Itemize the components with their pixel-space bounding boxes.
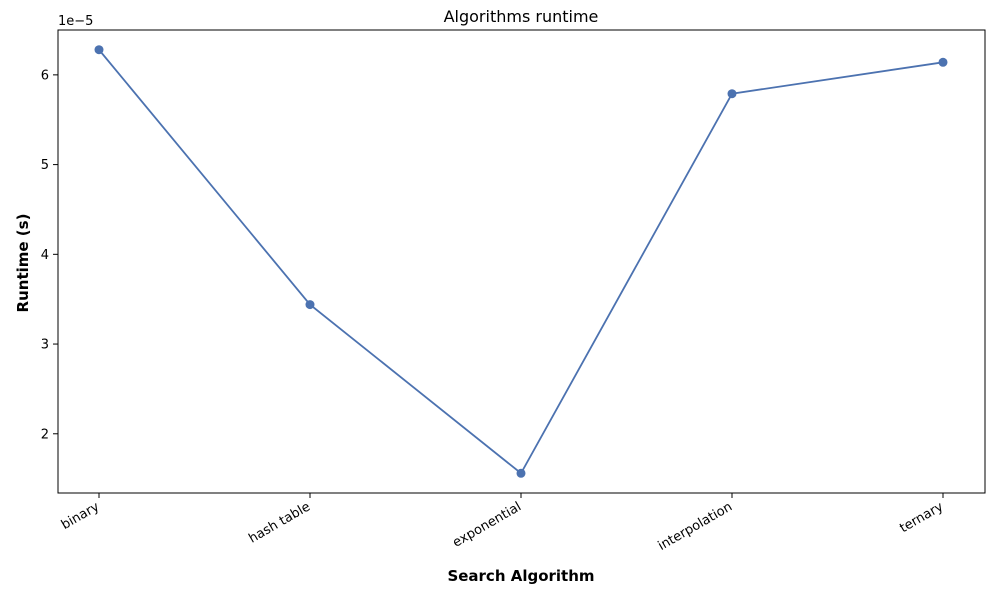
- data-point-ternary: [938, 57, 948, 67]
- runtime-series-points: [94, 45, 948, 478]
- y-tick-label: 6: [41, 68, 49, 83]
- y-tick-label: 2: [41, 427, 49, 442]
- y-axis-label: Runtime (s): [14, 214, 32, 313]
- plot-area: [57, 29, 986, 494]
- y-axis-ticks: 2 3 4 5 6: [41, 68, 58, 442]
- runtime-series-line: [98, 49, 944, 475]
- data-point-exponential: [516, 468, 526, 478]
- y-tick-label: 5: [41, 158, 49, 173]
- data-point-interpolation: [727, 89, 737, 99]
- x-tick-label: binary: [59, 499, 102, 533]
- y-axis-offset-label: 1e−5: [58, 14, 93, 29]
- x-tick-label: ternary: [897, 499, 946, 536]
- y-tick-label: 3: [41, 338, 49, 353]
- x-tick-label: interpolation: [656, 499, 735, 553]
- x-tick-label: hash table: [246, 499, 313, 546]
- data-point-binary: [94, 45, 104, 55]
- data-point-hash-table: [305, 300, 315, 310]
- y-tick-label: 4: [41, 248, 49, 263]
- x-axis-label: Search Algorithm: [447, 567, 594, 585]
- chart-title: Algorithms runtime: [444, 7, 599, 26]
- x-tick-label: exponential: [450, 499, 524, 550]
- x-axis-ticks: binary hash table exponential interpolation…: [59, 493, 946, 554]
